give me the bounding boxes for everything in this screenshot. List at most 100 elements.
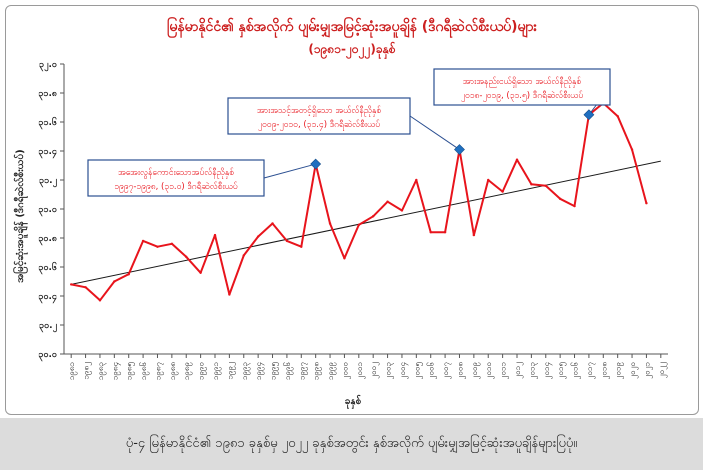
y-tick-label: ၃၁.၂ [39, 176, 57, 188]
data-point [415, 178, 418, 182]
x-tick-label: ၁၉၉၆ [282, 362, 294, 380]
figure-caption: ပုံ-၄ မြန်မာနိုင်ငံ၏ ၁၉၈၁ ခုနှစ်မှ ၂၀၂၂ … [125, 435, 578, 451]
diamond-marker [454, 144, 465, 155]
chart-subtitle: (၁၉၈၁-၂၀၂၂)ခုနှစ် [308, 40, 396, 60]
data-point [185, 255, 188, 259]
diamond-marker [583, 109, 595, 121]
x-tick-label: ၁၉၈၈ [168, 362, 179, 380]
data-point [127, 273, 130, 276]
x-tick-label: ၁၉၈၉ [182, 362, 193, 380]
annotation-line-1: အားအသင့်အတင့်ရှိသော အယ်လ်နီညိုနှစ် [257, 105, 382, 117]
annotation-line-1: အအေးလွန်ကောင်းသောအပ်လ်နီညိုနှစ် [118, 167, 234, 179]
chart-frame: မြန်မာနိုင်ငံ၏ နှစ်အလိုက် ပျမ်းမျှအမြင့်… [5, 5, 699, 415]
diamond-marker [310, 158, 322, 170]
chart-title: မြန်မာနိုင်ငံ၏ နှစ်အလိုက် ပျမ်းမျှအမြင့်… [167, 17, 537, 38]
x-tick-label: ၂၀၀၁ [355, 362, 366, 379]
x-tick-label: ၁၉၉၁ [211, 362, 222, 380]
data-point [213, 233, 217, 237]
x-tick-label: ၂၀၁၂ [513, 362, 524, 379]
annotation-box [227, 97, 411, 135]
x-axis-label: ခုနှစ် [345, 394, 361, 410]
data-point [645, 202, 648, 205]
y-tick-label: ၃၁.၈ [38, 89, 57, 101]
data-point [343, 257, 346, 260]
y-tick-label: ၃၀.၆ [38, 262, 57, 275]
data-point [400, 209, 404, 212]
y-tick-label: ၃၂.၀ [39, 60, 57, 72]
data-point [558, 197, 562, 201]
data-point [616, 115, 619, 118]
data-point [328, 222, 332, 225]
data-point [113, 280, 116, 283]
data-point [98, 299, 102, 302]
x-tick-label: ၂၀၂၀ [628, 362, 639, 379]
data-point [544, 184, 547, 187]
x-tick-label: ၁၉၉၅ [269, 362, 280, 380]
y-tick-label: ၃၁.၆ [38, 117, 57, 130]
x-tick-label: ၂၀၁၀ [484, 362, 495, 379]
data-point [84, 286, 87, 289]
x-tick-label: ၂၀၁၆ [570, 362, 582, 379]
x-tick-label: ၁၉၉၉ [326, 362, 337, 380]
line-chart: မြန်မာနိုင်ငံ၏ နှစ်အလိုက် ပျမ်းမျှအမြင့်… [12, 17, 668, 410]
data-point [487, 178, 490, 182]
x-tick-label: ၂၀၁၈ [599, 362, 610, 380]
data-point [156, 245, 159, 248]
x-tick-label: ၁၉၈၄ [110, 362, 121, 380]
y-tick-label: ၃၁.၄ [38, 147, 57, 159]
annotation-line-2: ၂၀၀၉-၂၀၁၀, (၃၁.၄) ဒီဂရီဆဲလ်စီးယပ် [258, 119, 380, 131]
x-tick-label: ၁၉၈၃ [96, 362, 107, 380]
x-tick-label: ၁၉၉၇ [297, 362, 308, 380]
x-tick-label: ၁၉၈၂ [82, 362, 93, 380]
x-tick-label: ၂၀၂၁ [642, 362, 653, 379]
x-tick-label: ၂၀၁၄ [542, 362, 553, 379]
data-point [386, 200, 389, 203]
x-tick-label: ၁၉၉၄ [254, 362, 265, 380]
annotation-line-2: ၂၀၁၈-၂၀၁၉, (၃၁.၅) ဒီဂရီဆဲလ်စီးယပ် [461, 90, 584, 102]
data-point [472, 233, 476, 237]
x-tick-label: ၁၉၈၇ [153, 362, 164, 380]
x-tick-label: ၂၀၀၂ [369, 362, 380, 379]
annotation-leader [263, 163, 316, 179]
x-tick-label: ၁၉၈၁ [67, 362, 78, 380]
data-point [141, 239, 145, 243]
y-tick-label: ၃၀.၀ [38, 350, 57, 362]
x-tick-label: ၂၀၁၃ [527, 362, 538, 379]
data-point [573, 204, 576, 208]
annotation-line-2: ၁၉၉၇-၁၉၉၈, (၃၁.၀) ဒီဂရီဆဲလ်စီးယပ် [114, 181, 238, 193]
x-tick-label: ၂၀၂၂ [657, 362, 668, 378]
y-tick-label: ၃၀.၈ [38, 234, 57, 246]
x-tick-label: ၂၀၁၅ [556, 362, 567, 379]
annotation-line-1: အားအနည်းငယ်ရှိသော အယ်လ်နီညိုနှစ် [463, 76, 582, 88]
x-tick-label: ၂၀၀၀ [340, 362, 351, 379]
x-tick-label: ၁၉၉၈ [312, 362, 323, 380]
x-tick-label: ၂၀၀၃ [384, 362, 395, 379]
y-tick-label: ၃၀.၄ [38, 292, 57, 304]
data-point [285, 239, 289, 243]
x-tick-label: ၂၀၀၇ [441, 362, 452, 379]
data-point [429, 231, 432, 234]
plot-area: ၃၀.၀ ၃၀.၂ ၃၀.၄ ၃၀.၆ ၃၀.၈ ၃၁.၀ ၃၁.၂ ၃၁.၄ ၃၁.၆ ၃၁.၈… [38, 60, 668, 380]
annotation-leader [409, 115, 460, 150]
x-tick-label: ၂၀၀၅ [412, 362, 423, 379]
y-tick-label: ၃၁.၀ [38, 205, 57, 217]
data-point [300, 245, 303, 248]
data-point [515, 158, 519, 161]
x-tick-label: ၂၀၁၉ [614, 362, 625, 379]
x-tick-label: ၂၀၀၈ [455, 362, 466, 380]
data-point [242, 254, 245, 257]
data-point [357, 223, 361, 227]
data-point [228, 293, 231, 296]
caption-bar: ပုံ-၄ မြန်မာနိုင်ငံ၏ ၁၉၈၁ ခုနှစ်မှ ၂၀၂၂ … [0, 418, 703, 470]
annotation-box [87, 159, 265, 197]
x-tick-label: ၁၉၉၀ [197, 362, 208, 380]
x-tick-label: ၂၀၁၇ [585, 362, 596, 379]
data-point [69, 283, 73, 286]
data-point [443, 231, 447, 234]
data-point [501, 190, 504, 193]
x-tick-label: ၂၀၀၆ [426, 362, 438, 379]
data-point [256, 235, 260, 238]
data-point [271, 222, 274, 225]
x-tick-label: ၁၉၈၅ [125, 362, 136, 380]
